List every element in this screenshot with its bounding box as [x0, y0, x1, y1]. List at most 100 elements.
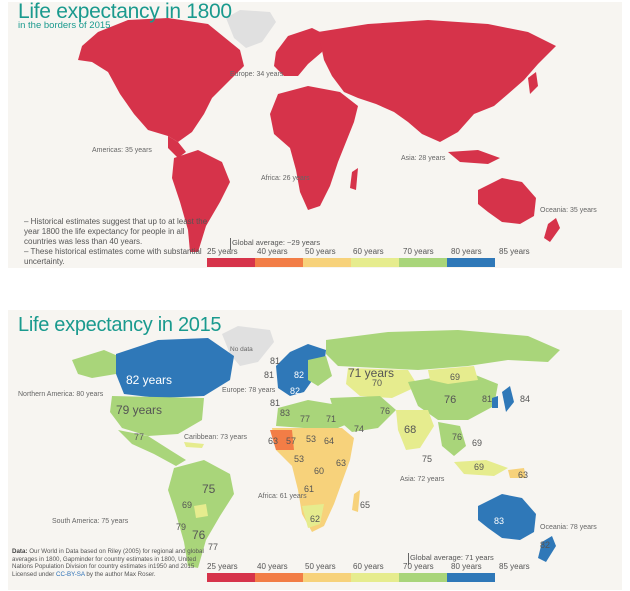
indonesia-value: 69 — [474, 462, 485, 472]
canada-shape — [116, 338, 234, 398]
southeast-asia-shape — [438, 422, 466, 456]
vietnam-value: 76 — [452, 432, 463, 442]
png-shape — [508, 468, 526, 478]
legend-swatch — [351, 258, 399, 267]
note-2: – These historical estimates come with s… — [24, 247, 202, 266]
mexico-value: 77 — [134, 432, 145, 442]
north-africa-shape — [276, 400, 352, 428]
global-average-marker-2015 — [408, 553, 409, 565]
legend-tick: 50 years — [305, 247, 336, 256]
drc-value: 60 — [314, 466, 325, 476]
china-shape — [408, 372, 498, 420]
global-average-marker-1800 — [230, 238, 231, 250]
alaska-shape — [72, 350, 118, 378]
legend-swatch — [303, 573, 351, 582]
greenland-shape — [222, 326, 274, 366]
legend-swatch — [207, 258, 255, 267]
caribbean-label: Caribbean: 73 years — [184, 434, 248, 441]
bolivia-shape — [194, 504, 208, 518]
uruguay-value: 77 — [208, 542, 219, 552]
new-zealand-shape — [544, 218, 560, 242]
license-link[interactable]: CC-BY-SA — [56, 570, 85, 578]
algeria-value: 77 — [300, 414, 311, 424]
madagascar-shape — [352, 490, 360, 512]
west-africa-shape — [270, 430, 294, 450]
source-lead: Data: — [12, 548, 30, 555]
central-asia-shape — [346, 368, 418, 398]
png-value: 63 — [518, 470, 529, 480]
nz-value: 82 — [540, 540, 551, 550]
map-1800-panel: Life expectancy in 1800 in the borders o… — [8, 2, 622, 268]
north-america-shape — [78, 18, 244, 142]
uk-value: 81 — [264, 370, 275, 380]
legend-swatch — [303, 258, 351, 267]
americas-label-1800: Americas: 35 years — [92, 147, 152, 154]
legend-tick: 25 years — [207, 562, 238, 571]
brazil-value: 75 — [202, 482, 216, 496]
angola-value: 61 — [304, 484, 315, 494]
legend-tick: 85 years — [499, 562, 530, 571]
kenya-value: 63 — [336, 458, 347, 468]
legend-tick: 60 years — [353, 562, 384, 571]
central-america-shape — [168, 136, 186, 158]
legend-tick: 70 years — [403, 562, 434, 571]
legend-swatch — [255, 258, 303, 267]
no-data-label: No data — [230, 346, 253, 353]
s-africa-value: 62 — [310, 514, 321, 524]
europe-shape — [274, 28, 328, 76]
usa-shape — [110, 396, 204, 436]
norway-value: 82 — [294, 370, 305, 380]
w-africa-value: 63 — [268, 436, 279, 446]
chad-value: 53 — [306, 434, 317, 444]
license-prefix: Licensed under — [12, 570, 57, 578]
oceania-label-1800: Oceania: 35 years — [540, 207, 597, 214]
south-america-shape — [172, 150, 230, 252]
legend-tick: 85 years — [499, 247, 530, 256]
new-zealand-shape — [538, 536, 556, 562]
map-2015-title: Life expectancy in 2015 — [18, 314, 222, 336]
france-value: 82 — [290, 386, 301, 396]
peru-value: 69 — [182, 500, 193, 510]
australia-shape — [478, 178, 536, 224]
legend-tick: 80 years — [451, 247, 482, 256]
legend-color-bars — [207, 573, 495, 582]
indonesia-shape — [448, 150, 500, 164]
argentina-value: 76 — [192, 528, 206, 542]
mexico-shape — [118, 430, 186, 466]
kazakhstan-value: 70 — [372, 378, 383, 388]
caribbean-shape — [184, 442, 204, 448]
china-value: 76 — [444, 394, 457, 406]
iceland-value: 81 — [270, 356, 281, 366]
africa-label-2015: Africa: 61 years — [258, 493, 307, 500]
indonesia-shape — [454, 460, 508, 476]
russia-value: 71 years — [348, 366, 395, 380]
map-1800-title: Life expectancy in 1800 — [18, 2, 232, 23]
madagascar-value: 65 — [360, 500, 371, 510]
legend-ticks: 25 years 40 years 50 years 60 years 70 y… — [207, 247, 530, 258]
asia-shape — [318, 20, 556, 142]
legend-tick: 70 years — [403, 247, 434, 256]
india-value: 68 — [404, 424, 417, 436]
africa-shape — [270, 86, 358, 210]
note-1: – Historical estimates suggest that up t… — [24, 217, 208, 246]
eastern-europe-shape — [308, 356, 332, 386]
historical-notes: – Historical estimates suggest that up t… — [24, 217, 214, 267]
south-america-label: South America: 75 years — [52, 518, 129, 525]
data-source: Data: Our World in Data based on Riley (… — [12, 548, 212, 578]
chile-value: 79 — [176, 522, 187, 532]
northern-america-label: Northern America: 80 years — [18, 391, 104, 398]
japan-value: 84 — [520, 394, 531, 404]
egypt-value: 71 — [326, 414, 337, 424]
legend-swatch — [447, 258, 495, 267]
legend-tick: 80 years — [451, 562, 482, 571]
india-shape — [396, 410, 434, 450]
madagascar-shape — [350, 168, 358, 190]
mongolia-shape — [428, 366, 478, 384]
global-average-1800: Global average: ~29 years — [232, 238, 321, 247]
sudan-value: 64 — [324, 436, 335, 446]
korea-value: 81 — [482, 394, 493, 404]
legend-swatch — [447, 573, 495, 582]
asia-label-1800: Asia: 28 years — [401, 155, 446, 162]
australia-shape — [478, 494, 536, 540]
africa-label-1800: Africa: 26 years — [261, 175, 310, 182]
